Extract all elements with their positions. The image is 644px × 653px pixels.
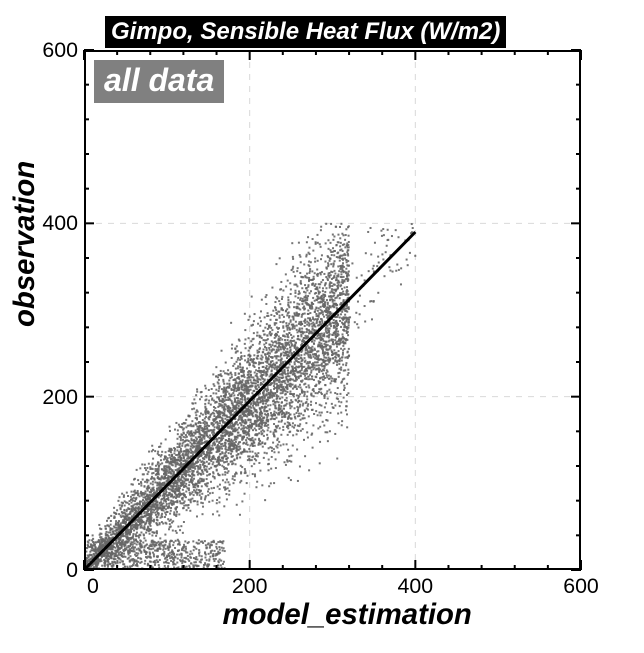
- scatter-figure: Gimpo, Sensible Heat Flux (W/m2) all dat…: [0, 0, 644, 653]
- tick-label: 600: [563, 574, 599, 599]
- tick-label: 400: [398, 574, 434, 599]
- tick-label: 0: [66, 558, 78, 583]
- tick-label: 200: [42, 385, 78, 410]
- tick-label: 0: [87, 574, 99, 599]
- tick-label: 400: [42, 211, 78, 236]
- tick-label: 200: [232, 574, 268, 599]
- tick-label: 600: [42, 38, 78, 63]
- plot-frame: [84, 50, 581, 570]
